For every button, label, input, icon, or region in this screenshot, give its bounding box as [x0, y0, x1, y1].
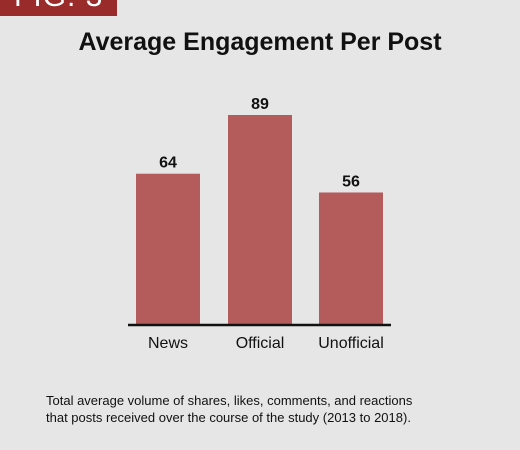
caption-line-2: that posts received over the course of t…: [46, 410, 411, 425]
value-label-news: 64: [159, 155, 177, 172]
bar-chart: 64 89 56 News Official Unofficial: [128, 96, 391, 352]
tick-label-unofficial: Unofficial: [318, 335, 384, 352]
tick-label-news: News: [148, 335, 188, 352]
tick-labels-group: News Official Unofficial: [148, 335, 384, 352]
value-label-official: 89: [251, 96, 269, 113]
value-labels-group: 64 89 56: [159, 96, 360, 190]
bar-official: [228, 115, 292, 324]
chart-title: Average Engagement Per Post: [78, 28, 442, 56]
value-label-unofficial: 56: [342, 173, 360, 190]
bar-unofficial: [319, 192, 383, 324]
bars-group: [136, 115, 383, 324]
caption-line-1: Total average volume of shares, likes, c…: [46, 393, 413, 408]
tick-label-official: Official: [236, 335, 285, 352]
chart-caption: Total average volume of shares, likes, c…: [46, 392, 486, 426]
bar-news: [136, 173, 200, 324]
figure-tag: FIG. 3: [0, 0, 118, 16]
